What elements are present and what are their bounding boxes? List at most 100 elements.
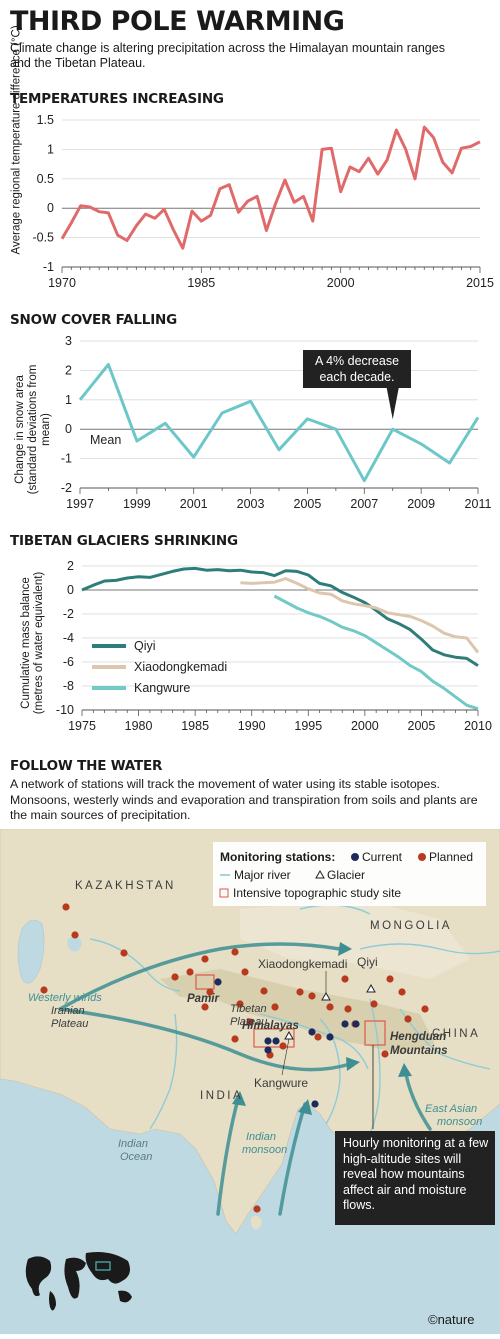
mountain-relief [160,969,435,1054]
inset-continents [25,1252,132,1311]
planned-station [171,973,179,981]
legend-glacier: Glacier [327,868,365,882]
planned-station [186,968,194,976]
y-tick-label: 0 [47,201,54,215]
label-hengduan: Hengduan Mountains [390,1031,448,1057]
annotation-box [303,350,411,388]
water-description: A network of stations will track the mov… [10,777,478,822]
annotation-text: A 4% decrease [315,354,399,368]
x-tick-label: 2009 [407,497,435,511]
x-tick-label: 1997 [66,497,94,511]
label-kangwure: Kangwure [254,1076,308,1090]
label-xiaodongkemadi: Xiaodongkemadi [258,957,347,971]
legend-label: Kangwure [134,681,190,695]
label-westerly-winds: Westerly winds [28,992,102,1004]
planned-station [271,1003,279,1011]
y-tick-label: 2 [67,559,74,573]
caspian-sea [17,919,45,984]
y-tick-label: 1.5 [37,113,54,127]
y-tick-label: 0.5 [37,172,54,186]
planned-station [296,988,304,996]
x-tick-label: 1970 [48,276,76,290]
temperature-chart: 1.5 1 0.5 0 -0.5 -1 1970 1985 2000 2015 [32,113,493,290]
y-tick-label: -2 [63,607,74,621]
legend-planned-icon [418,853,426,861]
label-iranian-plateau: Iranian Plateau [51,1005,88,1030]
legend-label: Xiaodongkemadi [134,660,227,674]
planned-station [253,1205,261,1213]
planned-station [398,988,406,996]
desert-relief [240,899,470,979]
annotation-pointer [386,388,399,420]
current-station [272,1037,280,1045]
current-stations [214,978,360,1108]
current-station [214,978,222,986]
x-tick-label: 1975 [68,719,96,733]
chart-title-temperature: TEMPERATURES INCREASING [10,91,224,107]
legend-title: Monitoring stations: [220,850,335,864]
label-qiyi: Qiyi [357,955,378,969]
legend-current-icon [351,853,359,861]
current-station [352,1020,360,1028]
y-tick-label: 3 [65,334,72,348]
glacier-icon [366,983,376,993]
planned-station [370,1000,378,1008]
series-line-kangwure [273,594,479,711]
planned-station [201,1003,209,1011]
x-tick-label: 1990 [238,719,266,733]
snow-chart: 3 2 1 0 -1 -2 1997 1999 2001 2003 2005 2007 2009 2011… [61,334,492,511]
y-tick-label: -1 [43,260,54,274]
planned-station [381,1050,389,1058]
current-station [264,1037,272,1045]
subtitle: Climate change is altering precipitation… [10,41,445,70]
planned-station [40,986,48,994]
series-line-0 [60,125,481,250]
current-station [264,1046,272,1054]
planned-station [71,931,79,939]
main-title: THIRD POLE WARMING [10,6,345,37]
planned-station [344,1005,352,1013]
annotation-text: each decade. [319,370,394,384]
planned-station [421,1005,429,1013]
planned-station [231,948,239,956]
glacier-markers [284,983,376,1040]
x-tick-label: 2011 [465,497,492,511]
label-east-asian-monsoon: East Asian monsoon [425,1103,482,1128]
y-tick-label: 0 [65,422,72,436]
current-station [326,1033,334,1041]
y-tick-label: -8 [63,679,74,693]
mean-label: Mean [90,433,121,447]
x-tick-label: 1985 [187,276,215,290]
planned-station [231,1035,239,1043]
planned-station [206,988,214,996]
label-pamir: Pamir [187,993,219,1005]
planned-station [120,949,128,957]
glacier-icon [321,991,331,1001]
section-title-water: FOLLOW THE WATER [10,758,163,774]
series-line-xiaodongkemadi [240,577,480,654]
x-tick-label: 2003 [237,497,265,511]
planned-station [279,1042,287,1050]
planned-station [326,1003,334,1011]
y-tick-label: -10 [56,703,74,717]
legend-river: Major river [234,868,291,882]
y-tick-label: 1 [65,393,72,407]
x-tick-label: 1995 [294,719,322,733]
label-mongolia: MONGOLIA [370,920,452,932]
legend-current: Current [362,850,403,864]
series-line-0 [78,363,480,483]
x-tick-label: 2005 [294,497,322,511]
current-station [308,1028,316,1036]
x-tick-label: 2001 [180,497,208,511]
planned-station [62,903,70,911]
y-tick-label: -0.5 [32,231,54,245]
x-tick-label: 2000 [351,719,379,733]
planned-station [308,992,316,1000]
glacier-leaders [281,971,327,1076]
x-tick-label: 2007 [350,497,378,511]
planned-station [246,1018,254,1026]
planned-station [236,1000,244,1008]
legend-study-icon [219,888,229,898]
chart-title-glaciers: TIBETAN GLACIERS SHRINKING [10,533,238,549]
y-tick-label: 1 [47,142,54,156]
